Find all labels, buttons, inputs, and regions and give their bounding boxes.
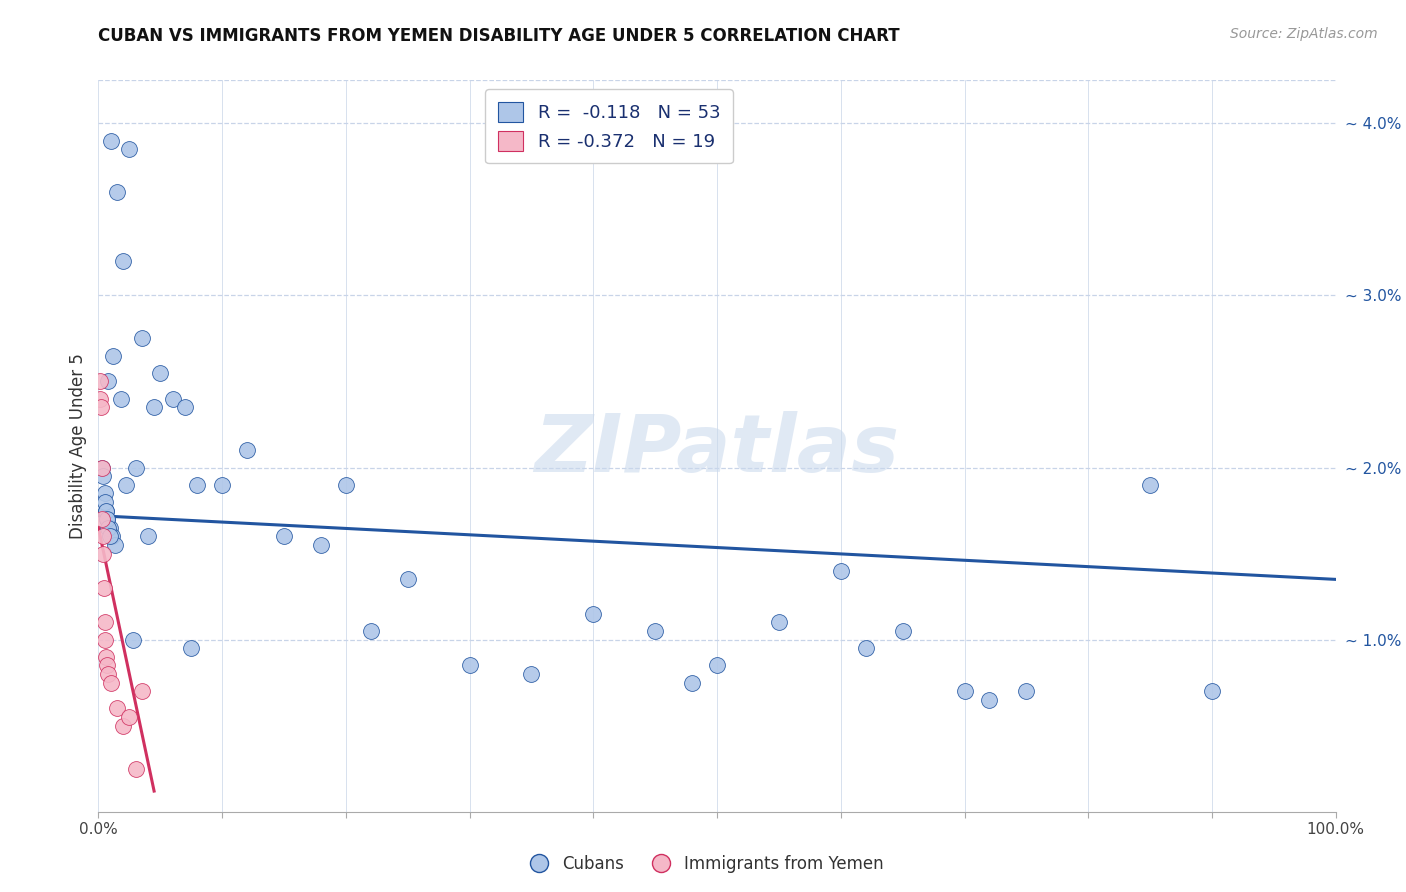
Point <box>1201 684 1223 698</box>
Point <box>94 649 117 664</box>
Point <box>93 547 115 561</box>
Point <box>98 529 121 543</box>
Text: CUBAN VS IMMIGRANTS FROM YEMEN DISABILITY AGE UNDER 5 CORRELATION CHART: CUBAN VS IMMIGRANTS FROM YEMEN DISABILIT… <box>98 27 900 45</box>
Point <box>114 477 136 491</box>
Point <box>101 529 124 543</box>
Point <box>93 486 115 500</box>
Point <box>93 581 115 595</box>
Point <box>1015 684 1038 698</box>
Point <box>891 624 914 638</box>
Point <box>706 658 728 673</box>
Point <box>100 675 122 690</box>
Legend: Cubans, Immigrants from Yemen: Cubans, Immigrants from Yemen <box>516 848 890 880</box>
Point <box>211 477 233 491</box>
Point <box>93 495 115 509</box>
Point <box>681 675 703 690</box>
Point <box>830 564 852 578</box>
Point <box>100 134 122 148</box>
Point <box>979 693 1001 707</box>
Text: Source: ZipAtlas.com: Source: ZipAtlas.com <box>1230 27 1378 41</box>
Point <box>105 701 128 715</box>
Point <box>118 710 141 724</box>
Point <box>97 521 120 535</box>
Point <box>97 667 120 681</box>
Point <box>91 512 114 526</box>
Point <box>112 254 135 268</box>
Point <box>1139 477 1161 491</box>
Point <box>118 142 141 156</box>
Point <box>96 512 118 526</box>
Point <box>96 658 118 673</box>
Point <box>93 469 115 483</box>
Point <box>98 521 121 535</box>
Point <box>90 460 112 475</box>
Point <box>91 460 114 475</box>
Point <box>105 185 128 199</box>
Text: ZIPatlas: ZIPatlas <box>534 411 900 490</box>
Point <box>110 392 132 406</box>
Point <box>273 529 295 543</box>
Point <box>91 529 114 543</box>
Point <box>180 641 202 656</box>
Point <box>149 366 172 380</box>
Point <box>335 477 357 491</box>
Point <box>309 538 332 552</box>
Y-axis label: Disability Age Under 5: Disability Age Under 5 <box>69 353 87 539</box>
Point <box>96 512 118 526</box>
Point <box>103 349 125 363</box>
Point <box>131 331 153 345</box>
Point <box>122 632 145 647</box>
Point <box>162 392 184 406</box>
Point <box>124 460 146 475</box>
Point <box>582 607 605 621</box>
Point <box>89 375 111 389</box>
Point <box>236 443 259 458</box>
Point <box>89 392 111 406</box>
Point <box>112 719 135 733</box>
Point <box>360 624 382 638</box>
Point <box>94 503 117 517</box>
Point <box>143 401 166 415</box>
Point <box>136 529 159 543</box>
Point <box>94 503 117 517</box>
Point <box>644 624 666 638</box>
Point <box>855 641 877 656</box>
Point <box>90 401 112 415</box>
Point <box>94 632 117 647</box>
Point <box>186 477 208 491</box>
Point <box>174 401 197 415</box>
Point <box>103 538 125 552</box>
Point <box>131 684 153 698</box>
Point <box>93 615 115 630</box>
Point <box>124 762 146 776</box>
Legend: R =  -0.118   N = 53, R = -0.372   N = 19: R = -0.118 N = 53, R = -0.372 N = 19 <box>485 89 733 163</box>
Point <box>97 375 120 389</box>
Point <box>953 684 976 698</box>
Point <box>458 658 481 673</box>
Point <box>396 573 419 587</box>
Point <box>768 615 790 630</box>
Point <box>520 667 543 681</box>
